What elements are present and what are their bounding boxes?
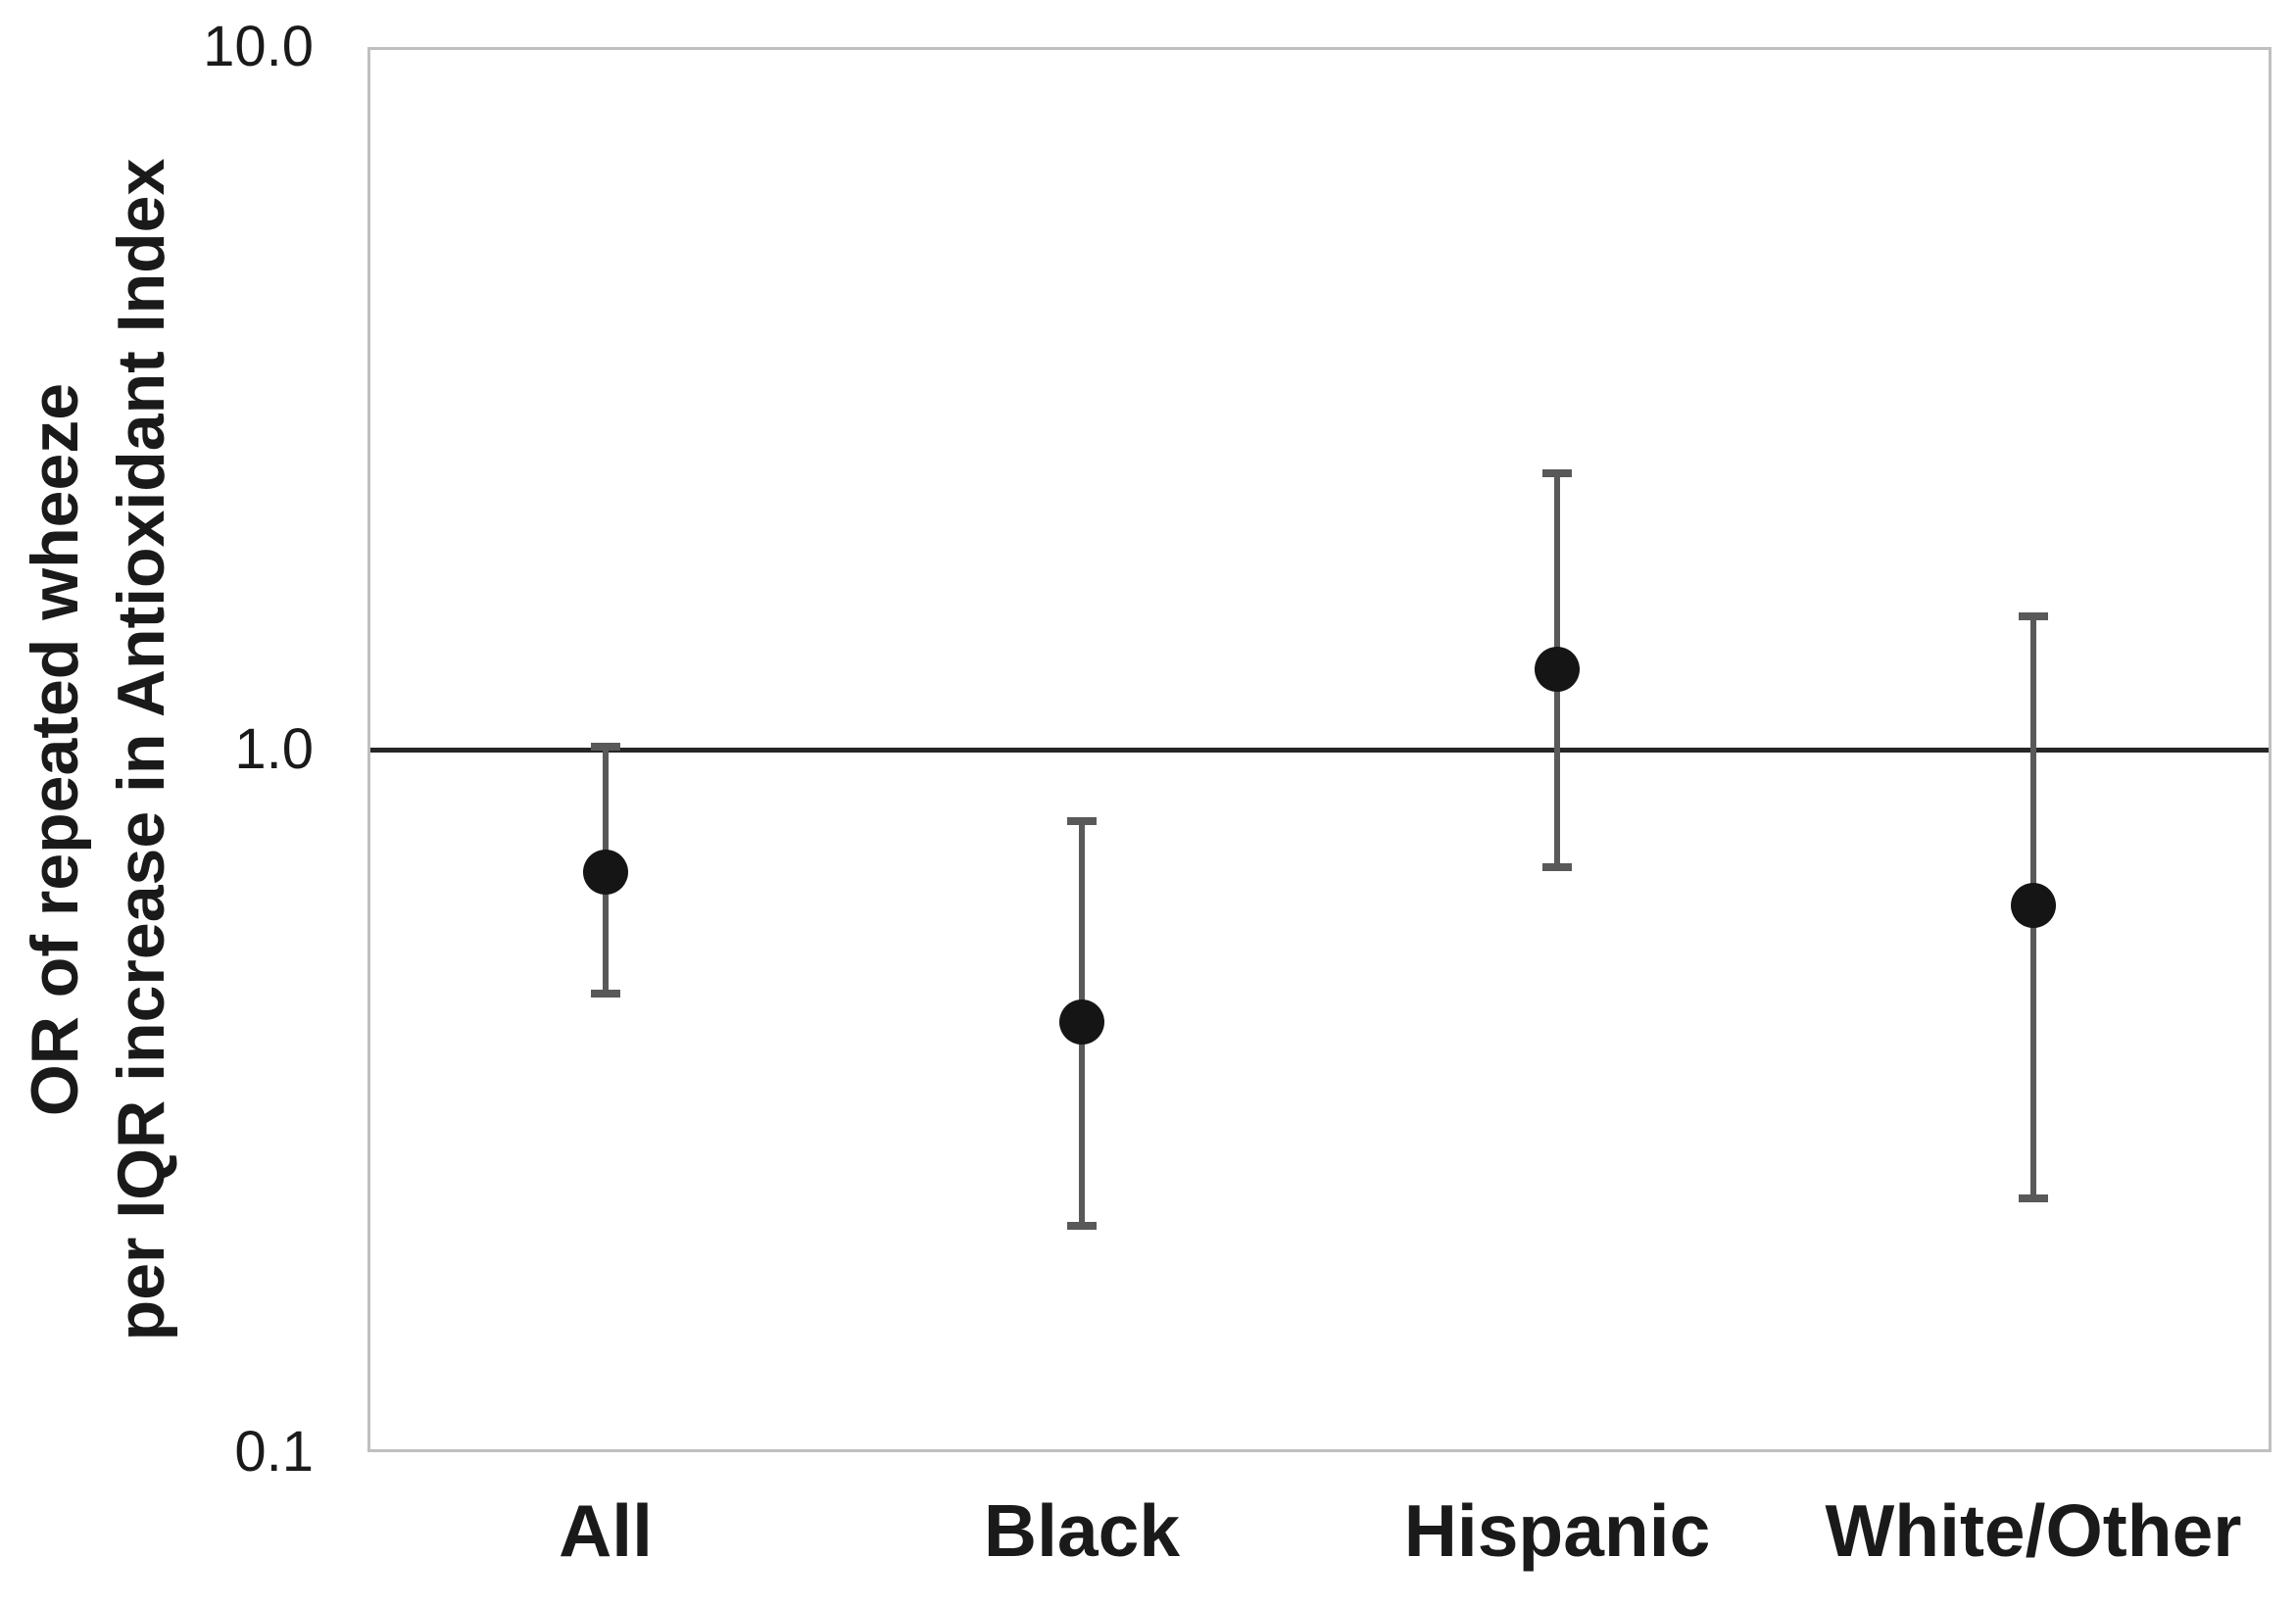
- whisker-cap-bottom-white-other: [2019, 1194, 2048, 1202]
- whisker-cap-bottom-all: [591, 990, 620, 998]
- whisker-cap-bottom-black: [1067, 1222, 1097, 1230]
- or-marker-hispanic: [1535, 647, 1580, 692]
- whisker-all: [603, 747, 609, 994]
- y-tick-label-10: 10.0: [203, 15, 314, 78]
- x-category-label-hispanic: Hispanic: [1403, 1489, 1711, 1572]
- x-category-label-all: All: [559, 1489, 653, 1572]
- y-tick-label-1: 1.0: [234, 717, 314, 781]
- or-marker-white-other: [2011, 883, 2056, 928]
- x-category-label-white-other: White/Other: [1825, 1489, 2242, 1572]
- whisker-cap-top-hispanic: [1542, 469, 1572, 477]
- whisker-cap-top-white-other: [2019, 612, 2048, 620]
- y-tick-label-0-1: 0.1: [234, 1420, 314, 1484]
- whisker-cap-bottom-hispanic: [1542, 863, 1572, 871]
- or-marker-black: [1059, 999, 1104, 1045]
- x-category-label-black: Black: [983, 1489, 1181, 1572]
- reference-line-or-1: [370, 748, 2269, 753]
- or-marker-all: [583, 850, 628, 895]
- whisker-black: [1079, 821, 1085, 1226]
- whisker-cap-top-black: [1067, 817, 1097, 825]
- whisker-hispanic: [1554, 473, 1560, 867]
- whisker-white-other: [2030, 616, 2036, 1198]
